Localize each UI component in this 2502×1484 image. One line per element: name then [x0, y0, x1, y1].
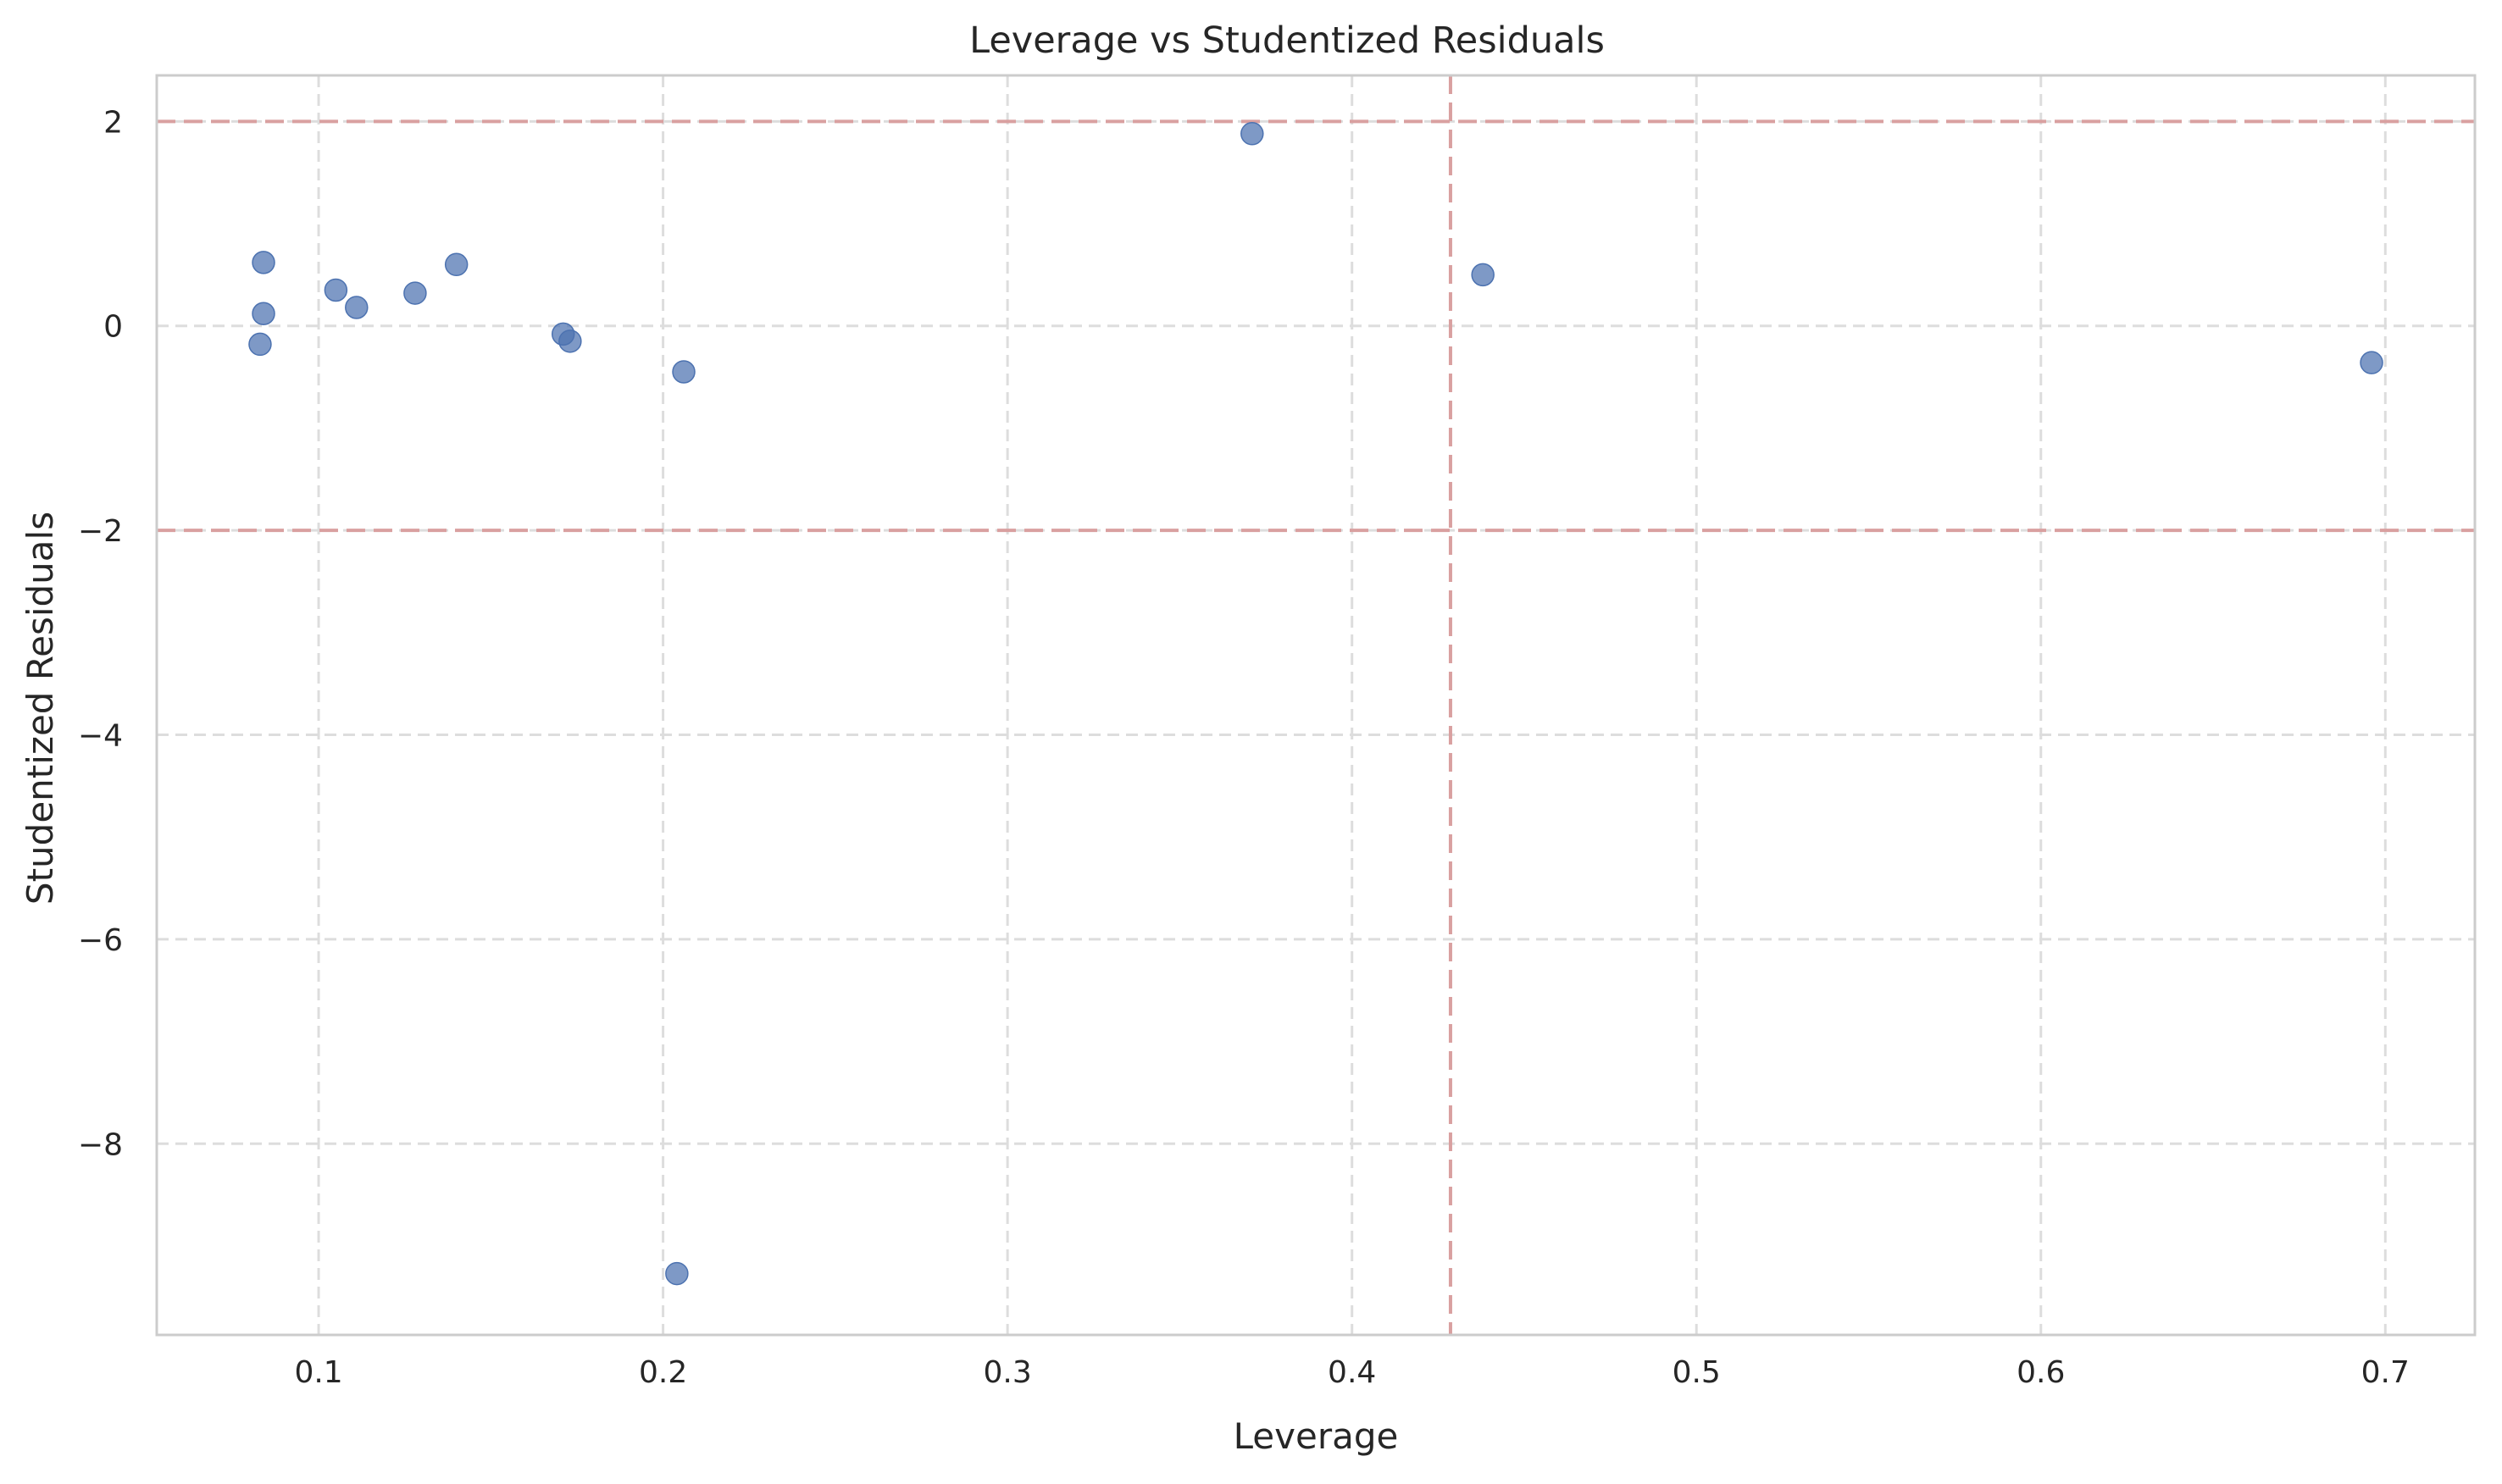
y-tick-label: 2: [103, 105, 123, 140]
y-tick-label: −2: [78, 514, 123, 549]
x-tick-label: 0.5: [1673, 1355, 1721, 1390]
data-point: [1471, 263, 1495, 287]
data-point: [345, 296, 369, 319]
x-axis-label: Leverage: [1234, 1415, 1399, 1457]
y-tick-labels: 2 0 −2 −4 −6 −8: [78, 105, 123, 1162]
data-point: [248, 332, 272, 357]
x-tick-label: 0.4: [1328, 1355, 1376, 1390]
data-point: [444, 252, 469, 277]
data-points: [248, 122, 2383, 1286]
data-point: [252, 302, 275, 325]
y-tick-label: 0: [103, 310, 123, 345]
data-point: [1240, 122, 1264, 146]
data-point: [403, 281, 427, 305]
y-tick-label: −4: [78, 719, 123, 754]
x-tick-label: 0.3: [984, 1355, 1032, 1390]
data-point: [665, 1261, 689, 1286]
x-tick-label: 0.7: [2361, 1355, 2410, 1390]
data-point: [252, 251, 275, 274]
data-point: [672, 360, 696, 384]
x-tick-label: 0.6: [2017, 1355, 2065, 1390]
x-tick-label: 0.2: [639, 1355, 687, 1390]
data-point: [558, 329, 582, 353]
y-tick-label: −8: [78, 1127, 123, 1162]
x-tick-label: 0.1: [294, 1355, 342, 1390]
data-point: [2360, 351, 2383, 374]
y-tick-label: −6: [78, 923, 123, 958]
reference-lines: [157, 75, 2475, 1335]
chart-title: Leverage vs Studentized Residuals: [969, 19, 1605, 62]
x-tick-labels: 0.1 0.2 0.3 0.4 0.5 0.6 0.7: [294, 1355, 2409, 1390]
data-point: [324, 278, 348, 302]
y-axis-label: Studentized Residuals: [19, 512, 61, 905]
plot-frame: [155, 74, 2477, 1337]
